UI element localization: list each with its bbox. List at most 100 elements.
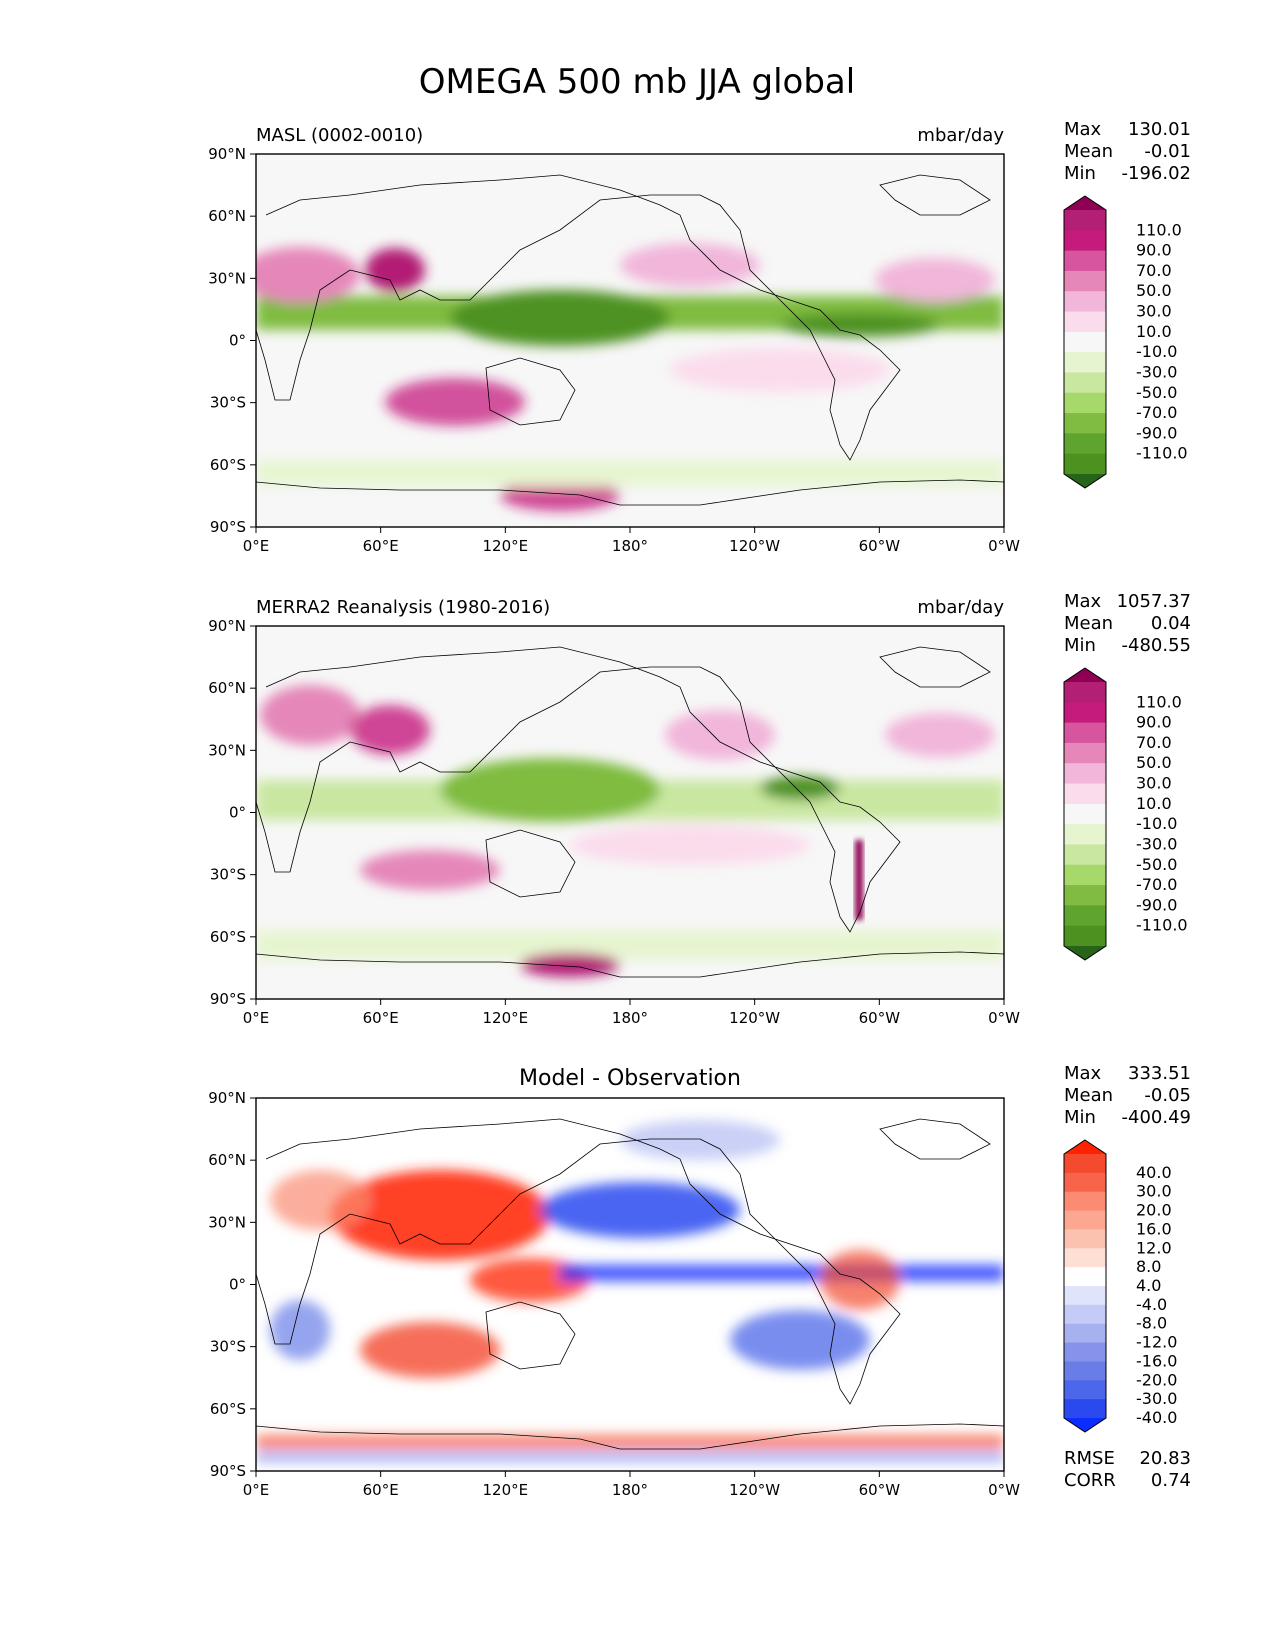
colorbar-label: -10.0: [1136, 342, 1177, 361]
colorbar-label: 20.0: [1136, 1201, 1172, 1220]
colorbar-segment: [1064, 392, 1106, 414]
colorbar-label: 10.0: [1136, 794, 1172, 813]
axis-ticks: 0°E 60°E 120°E 180° 120°W 60°W 0°W 90°N 60°N 30°N…: [208, 145, 1020, 555]
colorbar: 110.0 90.070.050.0 30.010.0-10.0-30.0 -50.0…: [1063, 195, 1188, 489]
x-tick-label: 60°W: [859, 1481, 901, 1499]
colorbar-label: 4.0: [1136, 1276, 1161, 1295]
south-pacific-subsidence: [670, 348, 890, 392]
north-africa-subsidence: [256, 247, 360, 303]
colorbar-label: -4.0: [1136, 1295, 1167, 1314]
axis-ticks: 0°E 60°E 120°E 180° 120°W 60°W 0°W 90°N 60°N 30°N…: [208, 617, 1020, 1027]
north-africa-subsidence: [260, 685, 360, 745]
southern-ocean-band: [256, 930, 1004, 960]
maritime-continent: [440, 758, 660, 822]
x-tick-label: 60°E: [363, 537, 399, 555]
stat-min-value: -480.55: [1122, 635, 1191, 656]
omega-field: [256, 685, 1004, 977]
y-tick-label: 30°S: [210, 1338, 246, 1356]
stat-mean-value: -0.01: [1144, 141, 1191, 162]
colorbar-label: -40.0: [1136, 1408, 1177, 1427]
colorbar-label: 50.0: [1136, 753, 1172, 772]
y-tick-label: 90°S: [210, 518, 246, 536]
north-atlantic-subsidence: [875, 258, 995, 302]
colorbar: 40.030.020.016.012.08.04.0-4.0-8.0-12.0-…: [1063, 1139, 1177, 1433]
stats-block: Max 1057.37 Mean 0.04 Min -480.55: [1064, 591, 1191, 656]
colorbar-label: 110.0: [1136, 692, 1182, 711]
antarctic-negative: [256, 1452, 1004, 1462]
corr-label: CORR: [1064, 1470, 1116, 1491]
colorbar-label: 70.0: [1136, 733, 1172, 752]
colorbar-label: 70.0: [1136, 261, 1172, 280]
colorbar-label: -50.0: [1136, 855, 1177, 874]
stat-max-value: 1057.37: [1117, 591, 1191, 612]
stat-max-value: 333.51: [1128, 1063, 1191, 1084]
x-tick-label: 120°W: [729, 537, 780, 555]
stat-min-label: Min: [1064, 635, 1096, 656]
x-tick-label: 0°W: [988, 1481, 1020, 1499]
colorbar-segment: [1064, 413, 1106, 434]
colorbar-label: 50.0: [1136, 281, 1172, 300]
coastlines: [255, 646, 1005, 978]
colorbar-segment: [1064, 742, 1106, 764]
colorbar-label: 30.0: [1136, 774, 1172, 793]
north-pacific-subsidence: [665, 710, 775, 760]
stat-max-label: Max: [1064, 1063, 1102, 1084]
x-tick-label: 120°E: [483, 537, 529, 555]
colorbar-segment: [1064, 1286, 1106, 1306]
stat-max-label: Max: [1064, 119, 1102, 140]
y-tick-label: 30°S: [210, 866, 246, 884]
x-tick-label: 120°E: [483, 1009, 529, 1027]
colorbar-segment: [1064, 1154, 1106, 1174]
colorbar-segment: [1064, 803, 1106, 825]
rmse-value: 20.83: [1139, 1448, 1191, 1469]
colorbar-segment: [1064, 864, 1106, 886]
x-tick-label: 60°E: [363, 1009, 399, 1027]
y-tick-label: 90°N: [208, 1089, 246, 1107]
corr-value: 0.74: [1151, 1470, 1191, 1491]
colorbar-segment: [1064, 1191, 1106, 1212]
colorbar-segment: [1064, 824, 1106, 845]
y-tick-label: 30°N: [208, 741, 246, 759]
coastlines: [255, 174, 1005, 506]
colorbar-segment: [1064, 250, 1106, 272]
y-tick-label: 60°N: [208, 679, 246, 697]
x-tick-label: 60°W: [859, 1009, 901, 1027]
x-tick-label: 0°E: [243, 1009, 270, 1027]
colorbar-label: 90.0: [1136, 241, 1172, 260]
colorbar-label: 12.0: [1136, 1238, 1172, 1257]
stat-mean-label: Mean: [1064, 613, 1113, 634]
colorbar-extend-bottom: [1064, 946, 1106, 960]
colorbar-segment: [1064, 783, 1106, 805]
colorbar-segment: [1064, 1210, 1106, 1230]
iran-subsidence: [365, 248, 425, 292]
metrics-block: RMSE 20.83 CORR 0.74: [1064, 1448, 1191, 1491]
colorbar-segment: [1064, 1361, 1106, 1381]
stat-min-value: -196.02: [1122, 163, 1191, 184]
colorbar-segment: [1064, 1342, 1106, 1362]
colorbar-segment: [1064, 905, 1106, 927]
colorbar-label: 30.0: [1136, 1182, 1172, 1201]
africa-positive: [270, 1170, 370, 1230]
indian-ocean-positive: [360, 1322, 500, 1378]
colorbar-label: -110.0: [1136, 916, 1188, 935]
rmse-label: RMSE: [1064, 1448, 1115, 1469]
x-tick-label: 0°W: [988, 537, 1020, 555]
y-tick-label: 90°S: [210, 990, 246, 1008]
colorbar-segment: [1064, 844, 1106, 866]
stat-min-value: -400.49: [1122, 1107, 1191, 1128]
y-tick-label: 0°: [229, 332, 246, 350]
colorbar-label: -90.0: [1136, 895, 1177, 914]
stat-mean-label: Mean: [1064, 141, 1113, 162]
omega-field: [256, 243, 1004, 511]
x-tick-label: 60°E: [363, 1481, 399, 1499]
stat-max-value: 130.01: [1128, 119, 1191, 140]
x-tick-label: 0°E: [243, 1481, 270, 1499]
panel-title: Model - Observation: [519, 1066, 741, 1091]
colorbar-segment: [1064, 291, 1106, 313]
stats-block: Max 130.01 Mean -0.01 Min -196.02: [1064, 119, 1191, 184]
y-tick-label: 90°S: [210, 1462, 246, 1480]
colorbar-label: 30.0: [1136, 302, 1172, 321]
southeast-pacific-negative: [730, 1310, 870, 1370]
y-tick-label: 60°N: [208, 1151, 246, 1169]
central-america-convection: [760, 776, 840, 800]
